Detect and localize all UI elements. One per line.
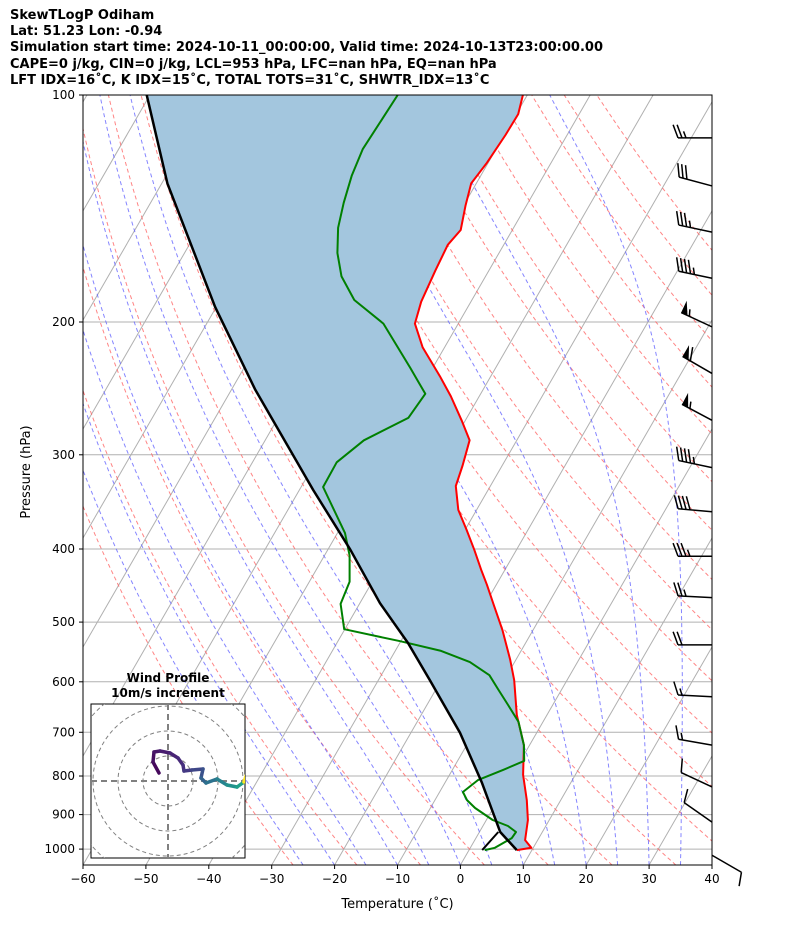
moist-adiabat bbox=[426, 95, 650, 865]
wind-barb bbox=[680, 758, 713, 788]
x-tick-label: −50 bbox=[133, 872, 158, 886]
dry-adiabat bbox=[83, 504, 294, 865]
x-tick-label: 0 bbox=[457, 872, 465, 886]
parcel-path-line bbox=[145, 95, 518, 851]
isotherm-line bbox=[83, 95, 214, 321]
wind-barb bbox=[672, 542, 712, 558]
x-tick-label: −30 bbox=[259, 872, 284, 886]
dry-adiabat bbox=[596, 95, 712, 251]
x-tick-label: −20 bbox=[322, 872, 347, 886]
hodograph-segment bbox=[190, 767, 205, 772]
wind-barb bbox=[682, 345, 713, 375]
dry-adiabat bbox=[368, 95, 712, 581]
wind-barb bbox=[675, 725, 713, 746]
parcel-temperature-fill bbox=[146, 95, 532, 851]
x-tick-label: −60 bbox=[70, 872, 95, 886]
hodograph-title: Wind Profile bbox=[127, 671, 210, 685]
y-tick-label: 200 bbox=[52, 315, 75, 329]
wind-barb bbox=[677, 163, 713, 187]
wind-barb bbox=[672, 124, 712, 139]
dewpoint-line bbox=[322, 95, 526, 852]
wind-barb bbox=[675, 211, 713, 233]
y-axis-label: Pressure (hPa) bbox=[19, 425, 34, 518]
dry-adiabat bbox=[498, 95, 712, 388]
location-text: Lat: 51.23 Lon: -0.94 bbox=[10, 24, 163, 39]
y-tick-label: 800 bbox=[52, 769, 75, 783]
hodograph-segment bbox=[151, 760, 161, 775]
moist-adiabat bbox=[83, 243, 398, 865]
indices-line-1: CAPE=0 j/kg, CIN=0 j/kg, LCL=953 hPa, LF… bbox=[10, 57, 497, 72]
y-tick-label: 500 bbox=[52, 615, 75, 629]
y-tick-label: 400 bbox=[52, 542, 75, 556]
isotherm-line bbox=[648, 754, 712, 865]
y-tick-label: 700 bbox=[52, 725, 75, 739]
isotherm-line bbox=[271, 100, 712, 865]
dry-adiabat bbox=[83, 265, 422, 865]
moist-adiabat bbox=[83, 468, 304, 865]
moist-adiabat bbox=[99, 95, 461, 865]
x-tick-label: −10 bbox=[385, 872, 410, 886]
times-text: Simulation start time: 2024-10-11_00:00:… bbox=[10, 40, 603, 55]
dry-adiabat bbox=[238, 95, 712, 788]
dry-adiabat bbox=[531, 95, 712, 342]
profiles bbox=[145, 95, 533, 852]
isotherm-line bbox=[459, 427, 712, 865]
isotherm-line bbox=[585, 645, 712, 865]
moist-adiabat bbox=[549, 95, 683, 865]
x-tick-label: 10 bbox=[516, 872, 531, 886]
wind-barb bbox=[675, 446, 713, 469]
moist-adiabat bbox=[129, 95, 493, 865]
dry-adiabat bbox=[205, 95, 712, 842]
y-tick-label: 300 bbox=[52, 448, 75, 462]
dry-adiabat bbox=[335, 95, 712, 631]
wind-barb bbox=[672, 631, 712, 646]
dry-adiabat bbox=[270, 95, 712, 734]
wind-barb bbox=[675, 257, 713, 280]
x-tick-label: 40 bbox=[704, 872, 719, 886]
moist-adiabat bbox=[83, 328, 367, 865]
dry-adiabat bbox=[563, 95, 712, 296]
isotherm-line bbox=[334, 209, 712, 865]
parcel-stub-line bbox=[481, 831, 500, 851]
wind-barb bbox=[711, 854, 743, 887]
moist-adiabat bbox=[83, 402, 336, 865]
moist-adiabat bbox=[334, 95, 619, 865]
isotherm-line bbox=[711, 863, 712, 865]
wind-barbs bbox=[672, 124, 743, 887]
dry-adiabat bbox=[107, 95, 549, 865]
wind-barb bbox=[673, 582, 713, 599]
y-tick-label: 100 bbox=[52, 88, 75, 102]
indices-line-2: LFT IDX=16˚C, K IDX=15˚C, TOTAL TOTS=31˚… bbox=[10, 73, 490, 88]
hodograph-segment bbox=[215, 777, 229, 787]
x-tick-label: 20 bbox=[579, 872, 594, 886]
wind-barb bbox=[673, 681, 713, 698]
x-axis-label: Temperature (˚C) bbox=[340, 896, 453, 912]
dry-adiabat bbox=[83, 389, 358, 865]
isotherm-line bbox=[83, 95, 88, 103]
wind-barb bbox=[673, 495, 713, 513]
wind-barb bbox=[681, 392, 713, 421]
hodograph-subtitle: 10m/s increment bbox=[111, 686, 225, 700]
x-tick-label: 30 bbox=[641, 872, 656, 886]
hodograph-segment bbox=[204, 777, 219, 785]
y-tick-label: 900 bbox=[52, 808, 75, 822]
dry-adiabat bbox=[303, 95, 712, 682]
isotherm-line bbox=[522, 536, 712, 865]
x-tick-label: −40 bbox=[196, 872, 221, 886]
wind-barb bbox=[680, 300, 713, 328]
wind-barb bbox=[683, 788, 713, 823]
chart-title: SkewTLogP Odiham bbox=[10, 8, 155, 23]
y-tick-label: 1000 bbox=[44, 842, 75, 856]
y-tick-label: 600 bbox=[52, 675, 75, 689]
dry-adiabat bbox=[83, 126, 485, 865]
